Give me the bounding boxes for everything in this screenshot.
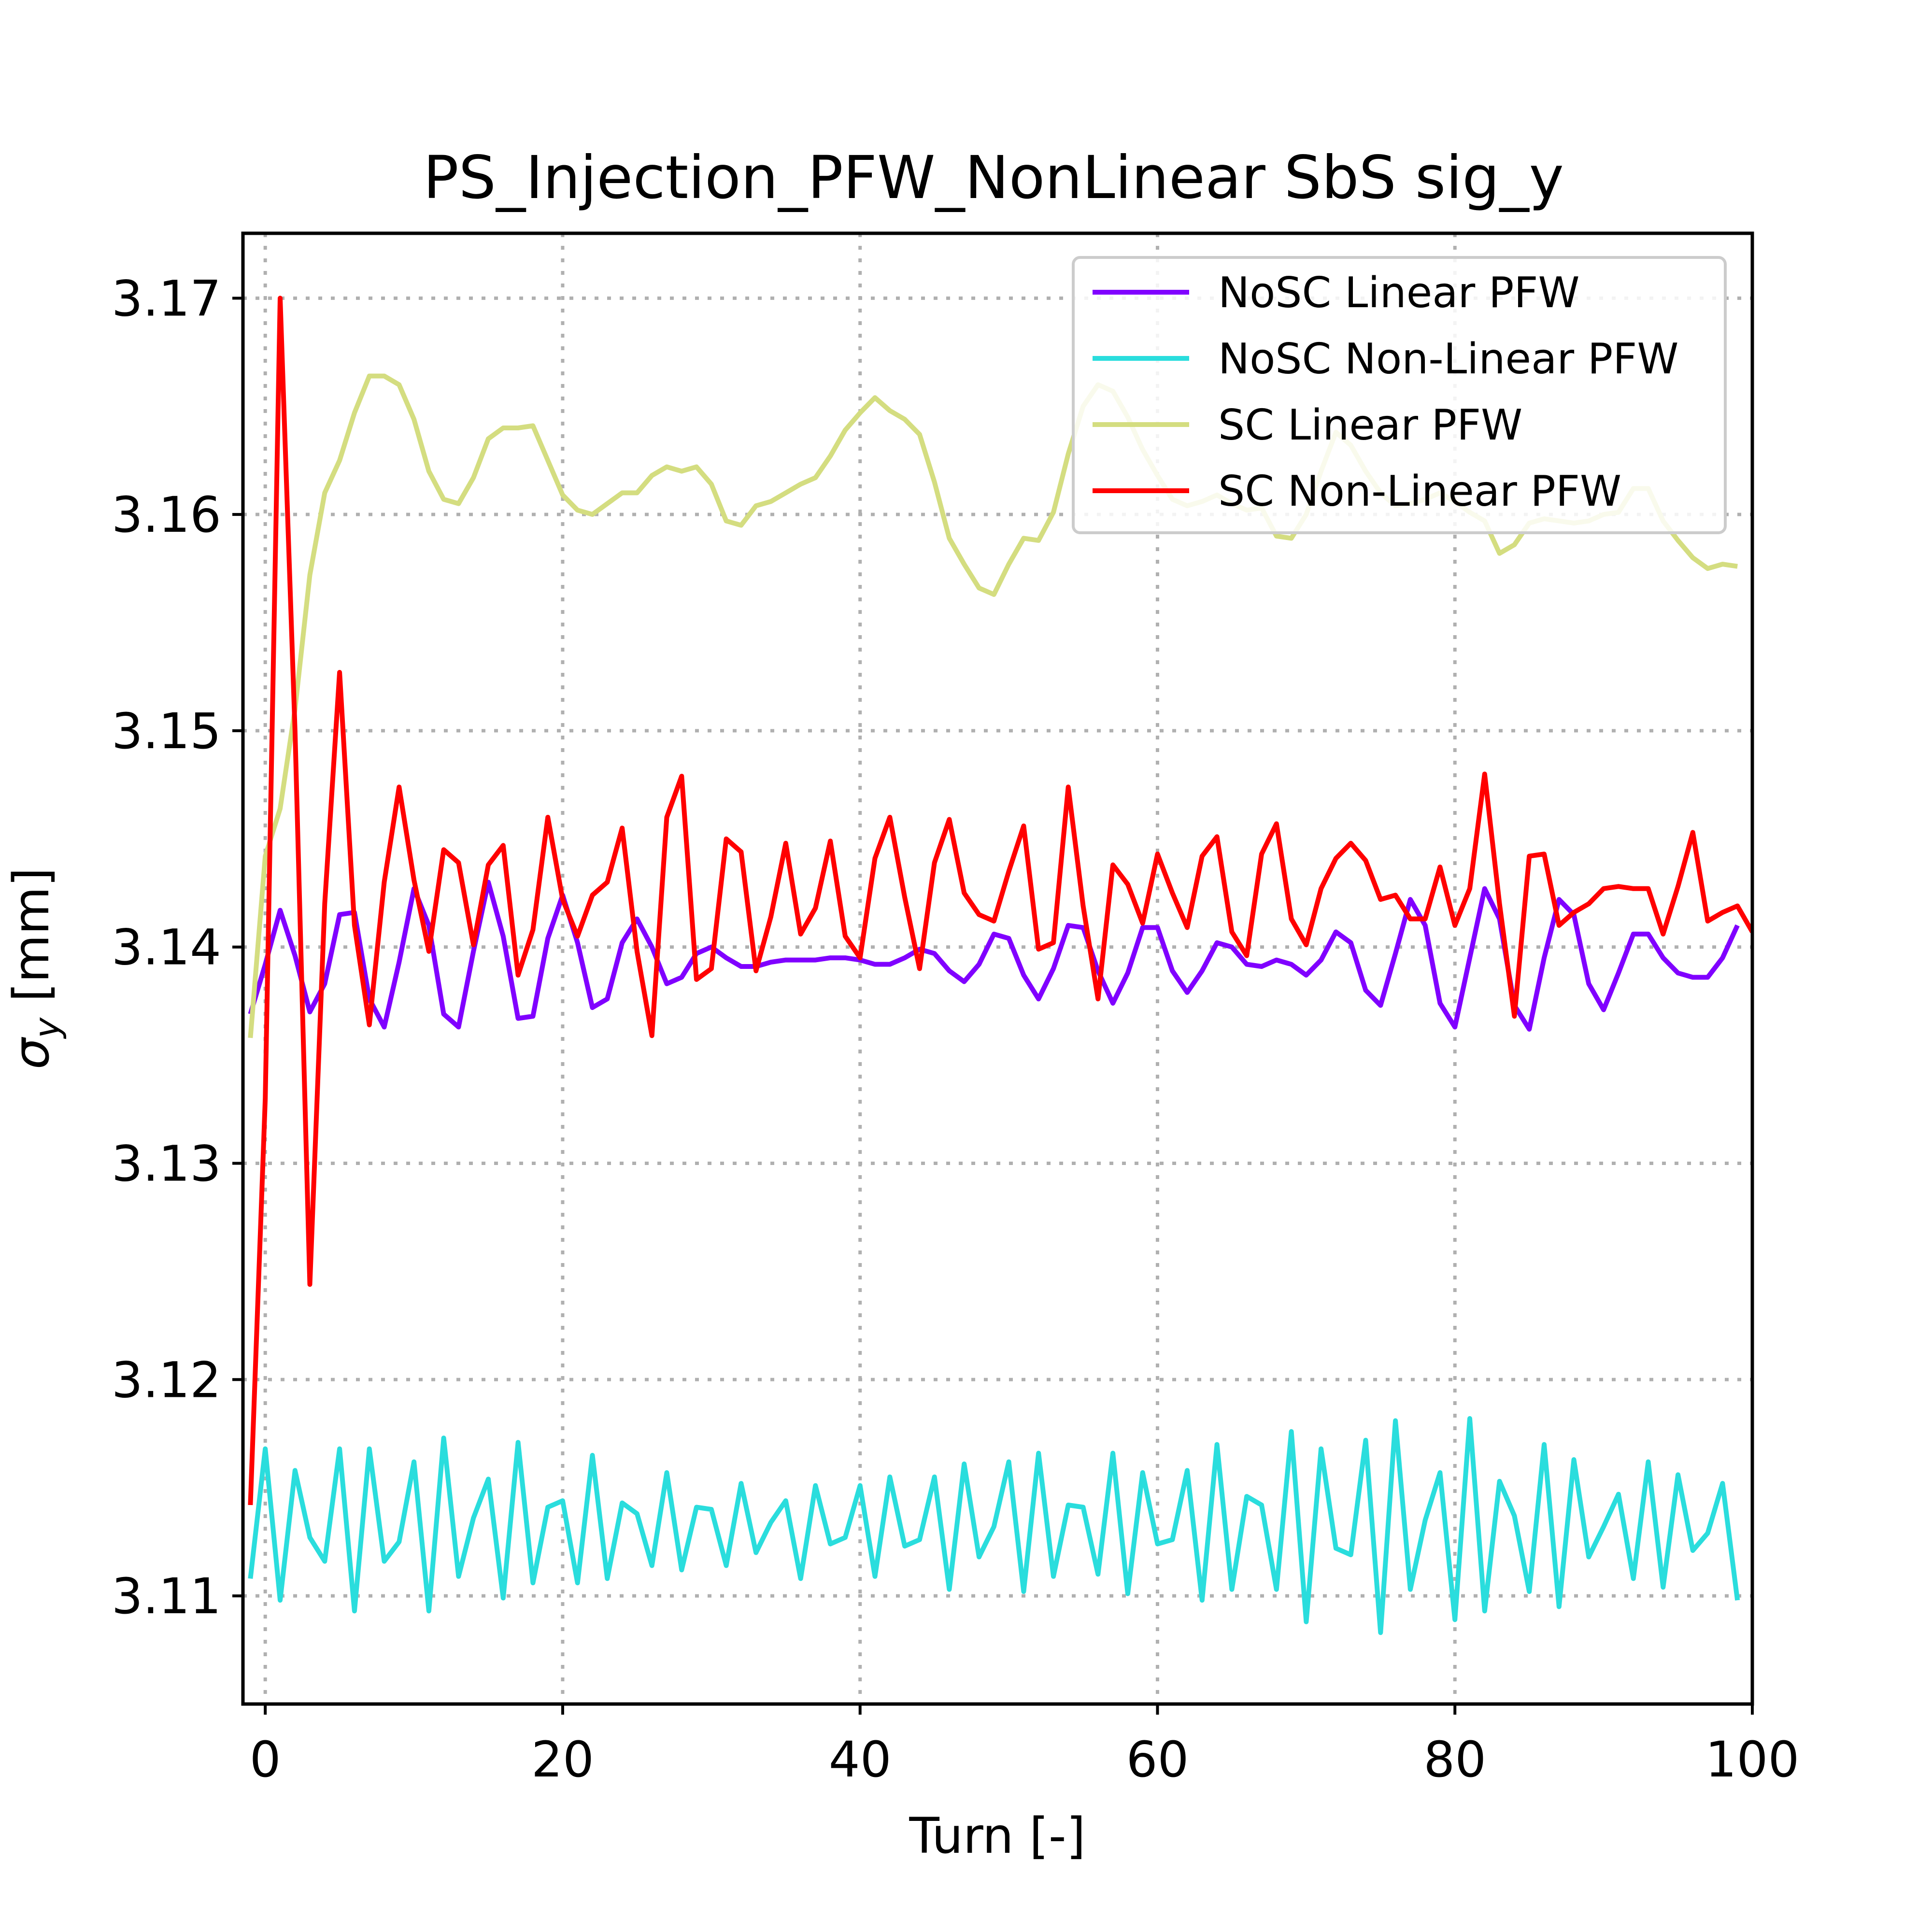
x-axis-label: Turn [-] bbox=[909, 1807, 1085, 1865]
legend-label-4: SC Non-Linear PFW bbox=[1218, 467, 1621, 516]
y-tick-label: 3.17 bbox=[112, 270, 221, 327]
y-axis-label-unit: [mm] bbox=[3, 867, 60, 1018]
y-axis-ticks: 3.11 3.12 3.13 3.14 3.15 3.16 3.17 bbox=[112, 270, 243, 1625]
x-tick-label: 40 bbox=[829, 1731, 892, 1789]
y-tick-label: 3.13 bbox=[112, 1136, 221, 1193]
y-tick-label: 3.14 bbox=[112, 919, 221, 977]
legend-label-2: NoSC Non-Linear PFW bbox=[1218, 334, 1678, 384]
x-tick-label: 60 bbox=[1126, 1731, 1189, 1789]
series-line-1 bbox=[248, 880, 1740, 1032]
x-tick-label: 80 bbox=[1423, 1731, 1486, 1789]
y-tick-label: 3.12 bbox=[112, 1351, 221, 1409]
y-tick-label: 3.15 bbox=[112, 703, 221, 760]
legend-box bbox=[1072, 256, 1727, 534]
series-lines bbox=[248, 296, 1752, 1635]
y-axis-label-symbol: σ bbox=[3, 1037, 60, 1069]
series-line-4 bbox=[248, 296, 1752, 1506]
x-tick-label: 0 bbox=[250, 1731, 281, 1789]
y-axis-label: σy [mm] bbox=[3, 867, 67, 1069]
series-line-2 bbox=[248, 1416, 1740, 1635]
legend-label-3: SC Linear PFW bbox=[1218, 400, 1522, 450]
y-tick-label: 3.16 bbox=[112, 486, 221, 544]
x-axis-ticks: 0 20 40 60 80 100 bbox=[250, 1704, 1800, 1789]
y-axis-label-subscript: y bbox=[27, 1017, 67, 1039]
chart-title: PS_Injection_PFW_NonLinear SbS sig_y bbox=[423, 143, 1564, 212]
legend: NoSC Linear PFW NoSC Non-Linear PFW SC Lin… bbox=[1072, 256, 1727, 534]
y-tick-label: 3.11 bbox=[112, 1568, 221, 1625]
legend-label-1: NoSC Linear PFW bbox=[1218, 268, 1580, 317]
x-tick-label: 100 bbox=[1705, 1731, 1800, 1789]
plot-frame bbox=[241, 231, 1754, 1706]
x-tick-label: 20 bbox=[531, 1731, 594, 1789]
